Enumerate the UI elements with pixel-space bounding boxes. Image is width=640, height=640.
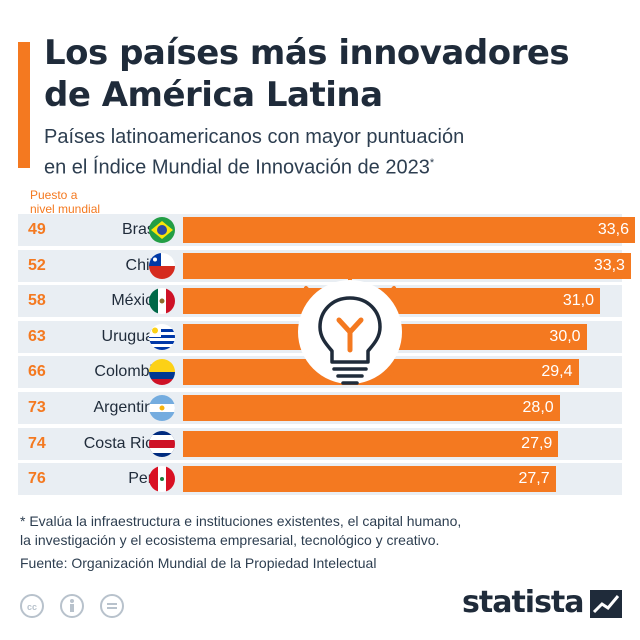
footnote: * Evalúa la infraestructura e institucio…	[20, 513, 462, 548]
rank-label: 76	[28, 470, 46, 488]
attribution-icon[interactable]	[60, 594, 84, 618]
flag-brasil-icon	[149, 217, 175, 243]
bar-row-costa-rica: 74 Costa Rica 27,9	[18, 427, 622, 460]
flag-argentina-icon	[149, 395, 175, 421]
bar	[183, 466, 556, 493]
chart-title: Los países más innovadores de América La…	[44, 33, 570, 115]
bar	[183, 217, 635, 243]
data-label: 28,0	[522, 399, 554, 416]
flag-uruguay-icon	[149, 323, 175, 350]
data-label: 27,9	[521, 434, 553, 452]
bar-row-chile: 52 Chile 33,3	[18, 249, 631, 282]
country-label: Costa Rica	[83, 434, 162, 452]
rank-label: 73	[28, 399, 46, 416]
rank-column-header: Puesto a nivel mundial	[30, 188, 101, 216]
bar-row-peru: 76 Perú 27,7	[18, 463, 622, 496]
accent-bar	[18, 42, 30, 168]
flag-colombia-icon	[149, 359, 175, 386]
data-label: 33,6	[597, 221, 629, 238]
subtitle-text: Países latinoamericanos con mayor puntua…	[44, 126, 465, 179]
data-label: 33,3	[593, 256, 625, 274]
flag-peru-icon	[149, 466, 175, 493]
cc-icon[interactable]: cc	[20, 594, 44, 618]
statista-logo-icon	[590, 590, 622, 618]
data-label: 31,0	[562, 292, 595, 310]
source-note: Fuente: Organización Mundial de la Propi…	[20, 555, 377, 571]
bar-row-argentina: 73 Argentina 28,0	[18, 392, 622, 424]
rank-label: 66	[28, 363, 46, 381]
bar-row-brasil: 49 Brasil 33,6	[18, 214, 635, 246]
country-label: Colombia	[94, 363, 162, 381]
bar	[183, 252, 631, 279]
no-derivatives-icon[interactable]	[100, 594, 124, 618]
flag-chile-icon	[149, 252, 175, 279]
rank-label: 49	[28, 221, 46, 238]
bar	[183, 395, 560, 421]
data-label: 30,0	[549, 327, 581, 345]
country-label: Argentina	[93, 399, 163, 416]
subtitle-footnote-mark: *	[429, 157, 435, 169]
lightbulb-icon	[282, 270, 418, 385]
svg-text:cc: cc	[27, 602, 37, 612]
rank-label: 58	[28, 292, 46, 310]
rank-label: 63	[28, 327, 46, 345]
rank-label: 52	[28, 256, 46, 274]
data-label: 27,7	[518, 470, 550, 488]
country-label: Uruguay	[101, 327, 162, 345]
flag-mexico-icon	[149, 288, 175, 315]
chart-subtitle: Países latinoamericanos con mayor puntua…	[44, 124, 624, 181]
bar	[183, 430, 559, 457]
data-label: 29,4	[541, 363, 573, 381]
statista-logo[interactable]: statista	[462, 585, 585, 620]
rank-label: 74	[28, 434, 46, 452]
flag-costa-rica-icon	[149, 430, 175, 457]
